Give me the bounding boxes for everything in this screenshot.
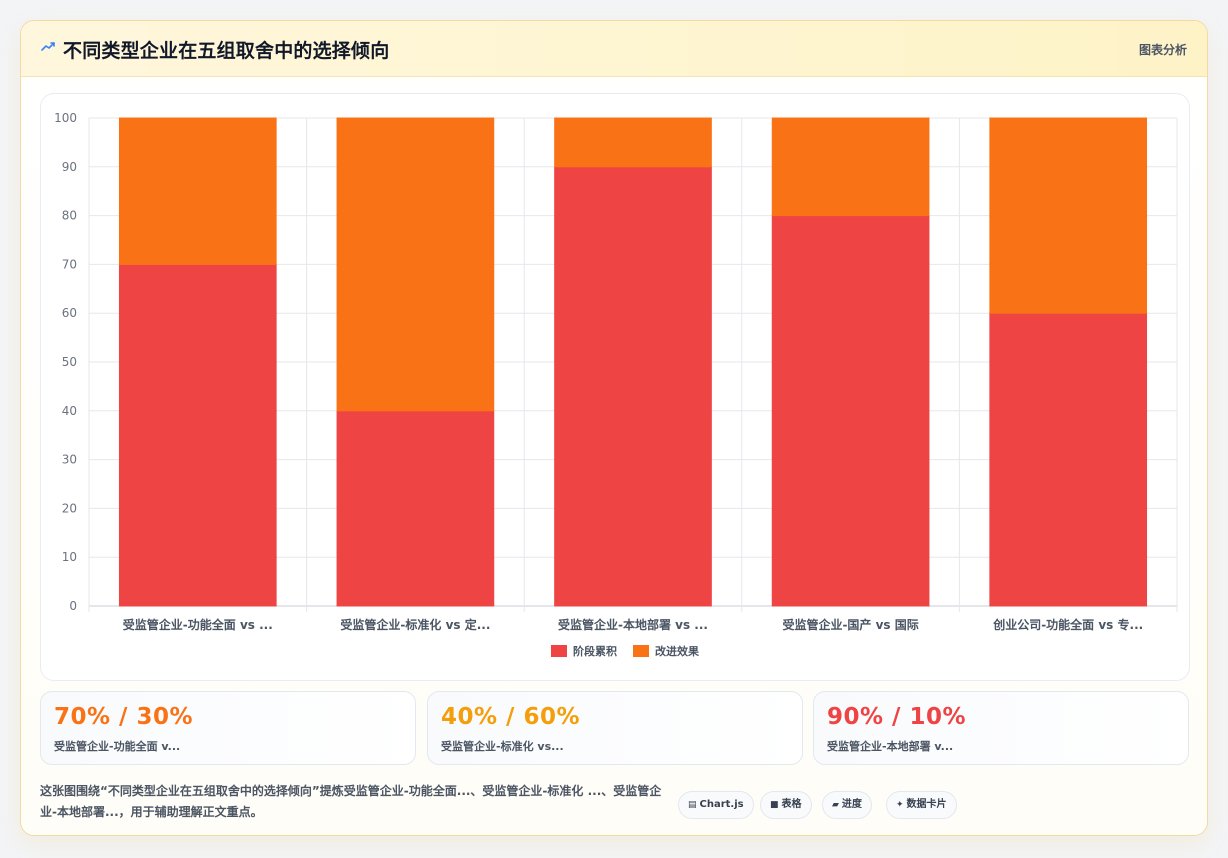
bar-series-1 (771, 215, 930, 607)
y-tick-label: 10 (62, 550, 77, 564)
y-tick-label: 40 (62, 404, 77, 418)
chip-data-card[interactable]: ✦ 数据卡片 (886, 791, 957, 819)
legend-label: 改进效果 (655, 644, 699, 658)
x-tick-label: 创业公司-功能全面 vs 专... (992, 617, 1143, 632)
chip-chartjs[interactable]: ▤ Chart.js (678, 791, 754, 819)
y-tick-label: 0 (69, 599, 77, 613)
stat-card-1: 70% / 30% 受监管企业-功能全面 v... (40, 691, 416, 765)
y-tick-label: 80 (62, 209, 77, 223)
page-title: 不同类型企业在五组取舍中的选择倾向 (63, 40, 390, 62)
chart-icon: ▤ (688, 800, 697, 810)
chip-label: 表格 (781, 799, 802, 810)
sparkle-icon: ✦ (896, 800, 904, 810)
chart-description: 这张图围绕“不同类型企业在五组取舍中的选择倾向”提炼受监管企业-功能全面...、… (40, 784, 662, 819)
bar-series-2 (118, 117, 277, 265)
stat-value: 90% / 10% (827, 704, 967, 730)
chart-panel: 0 10 20 30 40 50 60 70 80 90 100 受监管企业-功能全面 vs ... 受… (40, 93, 1190, 681)
stacked-bar-chart: 0 10 20 30 40 50 60 70 80 90 100 受监管企业-功能全面 vs ... 受… (54, 111, 1178, 658)
stat-value: 40% / 60% (441, 704, 581, 730)
card-header: 不同类型企业在五组取舍中的选择倾向 图表分析 (21, 21, 1207, 77)
trend-icon (41, 42, 55, 51)
stat-label: 受监管企业-标准化 vs... (441, 740, 564, 753)
legend-label: 阶段累积 (573, 644, 617, 658)
bar-series-2 (554, 117, 712, 168)
chip-progress[interactable]: ▰ 进度 (822, 791, 872, 819)
stat-card-2: 40% / 60% 受监管企业-标准化 vs... (427, 691, 803, 765)
chart-analysis-tag: 图表分析 (1138, 43, 1187, 57)
chip-label: 进度 (841, 799, 862, 810)
chip-label: 数据卡片 (906, 799, 947, 810)
y-tick-label: 100 (54, 111, 77, 125)
stat-cards: 70% / 30% 受监管企业-功能全面 v... 40% / 60% 受监管企… (40, 691, 1190, 765)
y-tick-label: 50 (62, 355, 77, 369)
x-tick-label: 受监管企业-本地部署 vs ... (558, 617, 708, 632)
x-tick-label: 受监管企业-功能全面 vs ... (123, 617, 273, 632)
y-tick-label: 70 (62, 257, 77, 271)
chip-table[interactable]: ■ 表格 (760, 791, 812, 819)
bar-series-1 (554, 166, 712, 607)
legend-swatch (633, 645, 649, 657)
stat-label: 受监管企业-功能全面 v... (54, 740, 181, 753)
y-tick-label: 30 (62, 453, 77, 467)
bar-series-1 (118, 263, 277, 607)
bar-series-2 (771, 117, 930, 217)
stat-card-3: 90% / 10% 受监管企业-本地部署 v... (813, 691, 1189, 765)
chart-card: 不同类型企业在五组取舍中的选择倾向 图表分析 0 10 20 30 40 50 60 70 80… (20, 20, 1208, 836)
bar-series-2 (989, 117, 1148, 314)
progress-icon: ▰ (832, 800, 839, 810)
x-tick-label: 受监管企业-标准化 vs 定... (340, 617, 490, 632)
y-tick-label: 90 (62, 160, 77, 174)
x-tick-label: 受监管企业-国产 vs 国际 (782, 617, 918, 632)
table-icon: ■ (770, 800, 779, 810)
bar-series-1 (336, 410, 495, 607)
y-tick-label: 60 (62, 306, 77, 320)
legend-swatch (551, 645, 567, 657)
bar-series-1 (989, 312, 1148, 607)
stat-value: 70% / 30% (54, 704, 194, 730)
y-tick-label: 20 (62, 501, 77, 515)
chip-label: Chart.js (699, 799, 744, 810)
bar-series-2 (336, 117, 495, 412)
stat-label: 受监管企业-本地部署 v... (827, 740, 954, 753)
